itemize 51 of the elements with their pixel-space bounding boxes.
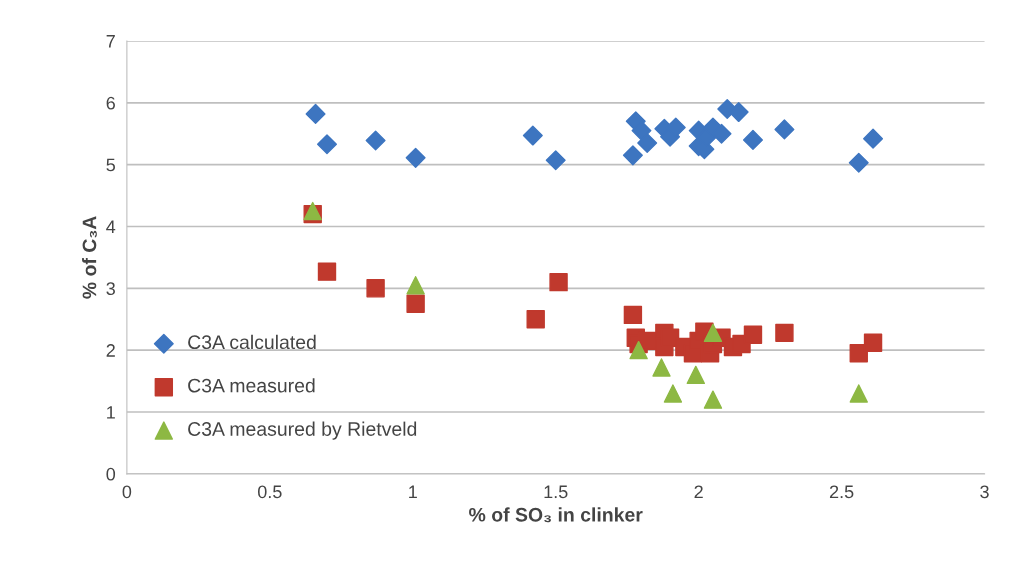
y-tick-label: 0 xyxy=(106,467,116,481)
point xyxy=(305,103,326,124)
point xyxy=(774,119,795,140)
x-axis-title: % of SO₃ in clinker xyxy=(469,507,643,523)
point xyxy=(316,134,338,155)
point xyxy=(623,305,643,325)
legend-label: C3A calculated xyxy=(188,334,316,350)
point xyxy=(406,294,425,313)
point xyxy=(848,152,869,173)
point xyxy=(629,340,648,360)
x-tick-label: 1 xyxy=(409,485,417,499)
point xyxy=(637,132,658,154)
point xyxy=(406,276,425,295)
y-tick-label: 4 xyxy=(106,220,116,234)
y-tick-label: 3 xyxy=(106,282,115,296)
point xyxy=(663,384,683,403)
point xyxy=(526,310,545,329)
point xyxy=(317,262,337,281)
y-tick-label: 6 xyxy=(106,96,115,110)
legend-label: C3A measured xyxy=(188,378,315,393)
point xyxy=(703,323,723,343)
point xyxy=(366,279,385,298)
point xyxy=(728,102,749,123)
point xyxy=(652,358,671,377)
y-tick-label: 5 xyxy=(106,158,116,172)
y-tick-label: 2 xyxy=(106,344,115,357)
y-tick-label: 7 xyxy=(106,35,115,48)
legend-label: C3A measured by Rietveld xyxy=(188,421,417,440)
point xyxy=(743,325,763,344)
point xyxy=(703,390,723,409)
x-tick-label: 2 xyxy=(694,485,703,499)
point xyxy=(863,128,884,149)
x-tick-label: 0 xyxy=(122,485,132,499)
point xyxy=(622,145,643,166)
x-tick-label: 1.5 xyxy=(544,485,568,499)
point xyxy=(365,130,386,151)
y-tick-label: 1 xyxy=(107,406,115,419)
point xyxy=(742,129,763,150)
y-axis-title: % of C₃A xyxy=(82,216,97,299)
point xyxy=(522,125,543,146)
point xyxy=(545,150,566,171)
point xyxy=(631,120,652,141)
point xyxy=(849,384,868,403)
point xyxy=(686,365,706,385)
point xyxy=(405,147,426,168)
x-tick-label: 3 xyxy=(980,485,989,499)
x-tick-label: 2.5 xyxy=(829,485,854,499)
point xyxy=(863,333,883,352)
x-tick-label: 0.5 xyxy=(257,485,282,499)
point xyxy=(775,323,794,343)
point xyxy=(549,272,568,292)
